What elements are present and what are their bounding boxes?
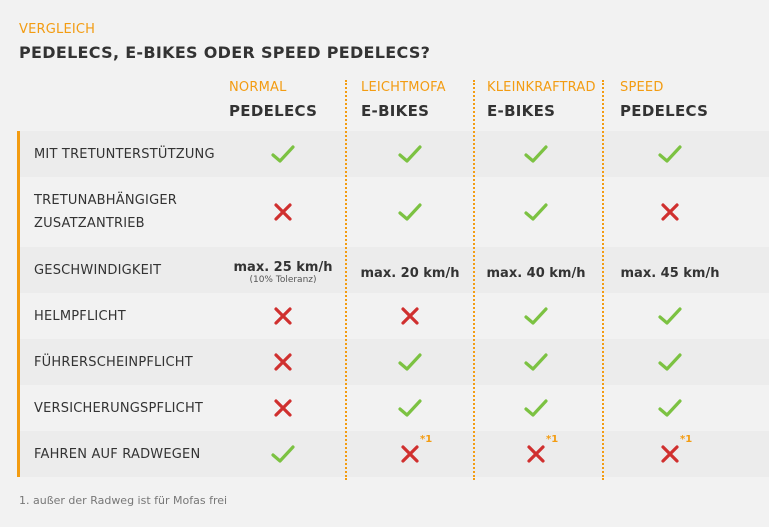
speed-value-text: max. 40 km/h <box>486 266 586 281</box>
column-header-leichtmofa-ebikes: LEICHTMOFA E-BIKES <box>361 80 501 120</box>
check-icon <box>610 398 730 422</box>
check-icon <box>476 306 596 330</box>
speed-value: max. 45 km/h <box>610 262 730 281</box>
cross-icon <box>223 202 343 226</box>
check-icon <box>223 144 343 168</box>
check-icon <box>350 398 470 422</box>
column-subtitle: KLEINKRAFTRAD <box>487 80 596 95</box>
row-label-line: ZUSATZANTRIEB <box>34 216 145 231</box>
column-subtitle: LEICHTMOFA <box>361 80 446 95</box>
cross-icon <box>610 444 730 468</box>
table-row: FÜHRERSCHEINPFLICHT <box>17 339 769 385</box>
cross-icon <box>350 306 470 330</box>
table-row: MIT TRETUNTERSTÜTZUNG <box>17 131 769 177</box>
table-row: VERSICHERUNGSPFLICHT <box>17 385 769 431</box>
check-icon <box>610 352 730 376</box>
check-icon <box>223 444 343 468</box>
table-row: FAHREN AUF RADWEGEN <box>17 431 769 477</box>
speed-note: (10% Toleranz) <box>249 275 317 285</box>
column-title: PEDELECS <box>229 102 318 120</box>
speed-value: max. 40 km/h <box>476 262 596 281</box>
row-label-line: TRETUNABHÄNGIGER <box>34 193 178 208</box>
footnote-marker: *1 <box>680 434 693 445</box>
footnote-marker: *1 <box>546 434 559 445</box>
check-icon <box>610 306 730 330</box>
column-divider <box>602 80 604 480</box>
column-subtitle: NORMAL <box>229 80 287 95</box>
check-icon <box>476 398 596 422</box>
column-title: PEDELECS <box>620 102 709 120</box>
column-divider <box>345 80 347 480</box>
cross-icon <box>610 202 730 226</box>
table-row: HELMPFLICHT <box>17 293 769 339</box>
column-header-kleinkraftrad-ebikes: KLEINKRAFTRAD E-BIKES <box>487 80 627 120</box>
cross-icon <box>223 398 343 422</box>
speed-value: max. 20 km/h <box>350 262 470 281</box>
check-icon <box>476 202 596 226</box>
footnote: 1. außer der Radweg ist für Mofas frei <box>19 494 228 507</box>
check-icon <box>350 352 470 376</box>
check-icon <box>350 202 470 226</box>
check-icon <box>610 144 730 168</box>
table-row: GESCHWINDIGKEIT <box>17 247 769 293</box>
column-subtitle: SPEED <box>620 80 664 95</box>
row-label: MIT TRETUNTERSTÜTZUNG <box>34 146 215 162</box>
cross-icon <box>223 352 343 376</box>
cross-icon <box>476 444 596 468</box>
column-title: E-BIKES <box>487 102 556 120</box>
row-label: FÜHRERSCHEINPFLICHT <box>34 354 193 370</box>
row-label: TRETUNABHÄNGIGER ZUSATZANTRIEB <box>34 189 177 235</box>
speed-value: max. 25 km/h (10% Toleranz) <box>223 256 343 285</box>
eyebrow: VERGLEICH <box>19 22 96 37</box>
check-icon <box>476 352 596 376</box>
column-divider <box>473 80 475 480</box>
speed-value-text: max. 25 km/h <box>233 260 333 275</box>
check-icon <box>476 144 596 168</box>
row-label: GESCHWINDIGKEIT <box>34 262 162 278</box>
row-label: HELMPFLICHT <box>34 308 126 324</box>
check-icon <box>350 144 470 168</box>
column-header-speed-pedelecs: SPEED PEDELECS <box>620 80 760 120</box>
speed-value-text: max. 20 km/h <box>360 266 460 281</box>
row-label: FAHREN AUF RADWEGEN <box>34 446 201 462</box>
footnote-marker: *1 <box>420 434 433 445</box>
column-title: E-BIKES <box>361 102 430 120</box>
table-row: TRETUNABHÄNGIGER ZUSATZANTRIEB <box>17 177 769 247</box>
cross-icon <box>223 306 343 330</box>
cross-icon <box>350 444 470 468</box>
column-header-normal-pedelecs: NORMAL PEDELECS <box>229 80 369 120</box>
row-label: VERSICHERUNGSPFLICHT <box>34 400 204 416</box>
page-title: PEDELECS, E-BIKES ODER SPEED PEDELECS? <box>19 43 431 62</box>
speed-value-text: max. 45 km/h <box>620 266 720 281</box>
